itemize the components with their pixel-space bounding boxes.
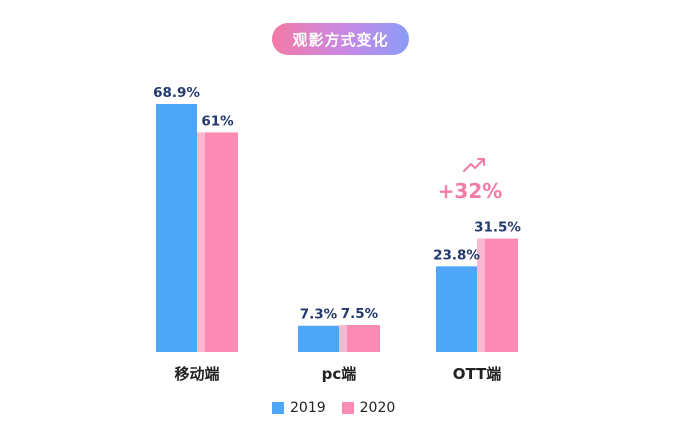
value-label-2019-0: 68.9%: [153, 85, 200, 101]
bar-shade-2020-2: [477, 238, 485, 352]
bar-2019-1: [298, 325, 339, 352]
legend-swatch-2019: [272, 402, 284, 414]
value-label-2019-2: 23.8%: [433, 247, 480, 263]
legend-item-2020: 2020: [341, 400, 396, 416]
category-label-2: OTT端: [453, 365, 502, 383]
growth-annotation-0: +32%: [438, 179, 503, 203]
value-label-2020-2: 31.5%: [474, 220, 521, 236]
bar-2019-2: [436, 266, 477, 352]
value-label-2019-1: 7.3%: [300, 307, 338, 323]
legend-item-2019: 2019: [272, 400, 326, 416]
bar-2019-0: [156, 104, 197, 352]
chart-title: 观影方式变化: [272, 23, 409, 55]
legend-swatch-2020: [341, 402, 354, 414]
bar-shade-2020-0: [197, 132, 205, 352]
value-label-2020-0: 61%: [201, 113, 234, 129]
category-label-0: 移动端: [174, 365, 219, 383]
legend-label-2019: 2019: [290, 400, 326, 416]
value-label-2020-1: 7.5%: [341, 306, 379, 322]
trend-up-icon: [463, 158, 485, 172]
bar-shade-2020-1: [339, 325, 347, 352]
legend-label-2020: 2020: [359, 400, 396, 416]
chart-legend: 2019 2020: [272, 400, 411, 416]
category-label-1: pc端: [322, 365, 357, 383]
